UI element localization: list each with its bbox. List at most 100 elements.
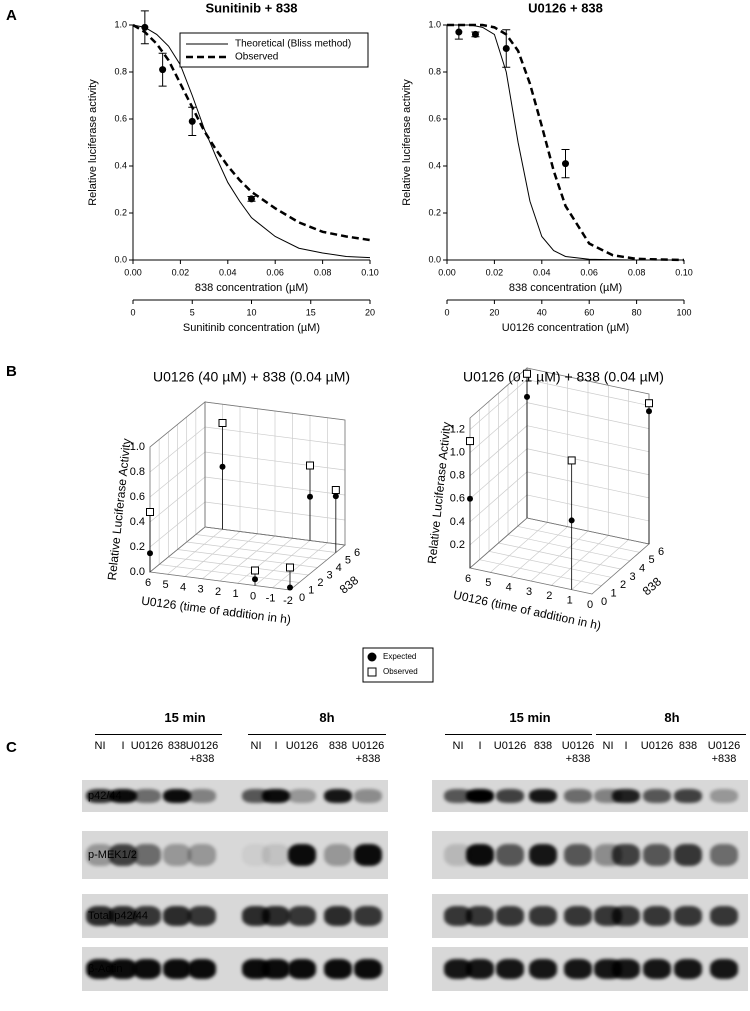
band	[109, 844, 137, 866]
grid-line	[204, 426, 346, 446]
y-tick-label: 0.8	[114, 66, 127, 76]
grid-line	[526, 425, 650, 453]
data-point	[471, 30, 479, 38]
panel-label: C	[6, 739, 17, 756]
band	[86, 844, 114, 866]
z-tick-label: 0.4	[130, 516, 145, 528]
band	[564, 844, 592, 866]
secondary-x-tick-label: 60	[584, 307, 594, 317]
grid-line	[526, 379, 650, 406]
band	[86, 906, 114, 926]
data-point	[562, 160, 569, 168]
band	[188, 844, 216, 866]
chart-title: Sunitinib + 838	[205, 0, 297, 15]
observed-marker	[645, 399, 653, 408]
back-wall	[204, 401, 346, 546]
expected-marker	[287, 584, 293, 591]
y-tick-label: 3	[327, 569, 333, 581]
y-tick-label: 2	[620, 579, 626, 591]
time-label: 15 min	[509, 710, 551, 725]
group-rule	[596, 734, 746, 735]
x-tick-label: 6	[145, 577, 151, 589]
grid-line	[479, 559, 602, 587]
x-tick-label: 3	[197, 584, 203, 596]
lane-label: U0126 +838	[351, 740, 385, 765]
lane-label: U0126 +838	[185, 740, 219, 765]
grid-line	[517, 525, 640, 553]
lane-label: I	[274, 740, 278, 752]
band	[262, 906, 290, 926]
y-axis-label: Relative luciferase activity	[87, 79, 99, 206]
band	[262, 788, 290, 804]
grid-line	[507, 534, 631, 562]
legend-label: Expected	[383, 652, 416, 661]
expected-marker	[332, 493, 339, 500]
band	[288, 788, 316, 804]
secondary-x-tick-label: 10	[246, 307, 256, 317]
lane-label: 838	[533, 740, 553, 752]
lane-label: U0126	[493, 740, 527, 752]
band	[444, 844, 472, 866]
group-rule	[248, 734, 386, 735]
x-tick-label: 0.10	[361, 267, 379, 277]
observed-marker	[567, 456, 576, 465]
lane-label: U0126	[130, 740, 164, 752]
z-axis-label: Relative Luciferase Activity	[105, 438, 134, 581]
y-tick-label: 1	[611, 588, 617, 600]
series-line	[447, 24, 684, 261]
grid-line	[204, 451, 346, 471]
panel-label: A	[6, 7, 17, 24]
band	[564, 788, 592, 804]
band	[466, 844, 494, 866]
grid-line	[498, 542, 621, 570]
time-label: 15 min	[164, 710, 206, 725]
data-point	[502, 45, 510, 52]
z-tick-label: 0.0	[130, 566, 145, 578]
x-tick-label: 0.02	[486, 267, 504, 277]
grid-line	[488, 550, 612, 578]
z-tick-label: 0.6	[450, 493, 465, 505]
grid-line	[195, 534, 336, 553]
x-tick-label: 0.06	[580, 267, 598, 277]
lane-label: 838	[678, 740, 698, 752]
band	[324, 844, 352, 866]
series-line	[132, 24, 371, 259]
band	[324, 906, 352, 926]
x-tick-label: 5	[162, 579, 168, 591]
y-tick-label: 0	[601, 596, 607, 608]
band	[163, 844, 191, 866]
band	[674, 844, 702, 866]
band	[288, 844, 316, 866]
band	[496, 906, 524, 926]
grid-line	[186, 541, 327, 561]
band	[354, 906, 382, 926]
band	[643, 844, 671, 866]
band	[242, 844, 270, 866]
x-tick-label: 0.06	[266, 267, 284, 277]
lane-label: U0126 +838	[561, 740, 595, 765]
band	[674, 906, 702, 926]
series-line	[132, 23, 371, 242]
x-tick-label: 0.10	[675, 267, 693, 277]
legend-box	[179, 32, 369, 68]
grid-line	[149, 426, 206, 473]
band	[529, 844, 557, 866]
observed-marker	[251, 566, 259, 575]
band	[163, 788, 191, 804]
grid-line	[469, 448, 528, 500]
band	[354, 844, 382, 866]
grid-line	[204, 501, 346, 521]
y-tick-label: 0.0	[428, 254, 441, 264]
band	[529, 788, 557, 804]
y-tick-label: 3	[630, 571, 636, 583]
band	[133, 788, 161, 804]
band	[674, 959, 702, 979]
secondary-x-tick-label: 20	[365, 307, 375, 317]
legend-swatch	[367, 667, 377, 677]
band	[163, 959, 191, 979]
band	[288, 906, 316, 926]
z-tick-label: 0.8	[130, 466, 145, 478]
x-tick-label: 0	[250, 590, 256, 602]
panel-label: B	[6, 363, 17, 380]
